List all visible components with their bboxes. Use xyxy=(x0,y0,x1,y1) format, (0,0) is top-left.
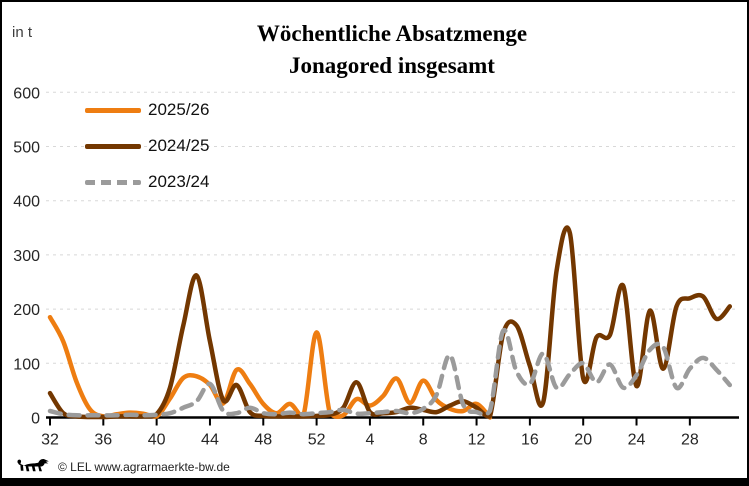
footer: © LEL www.agrarmaerkte-bw.de xyxy=(16,457,230,476)
x-axis-tick-label: 36 xyxy=(94,432,112,449)
x-axis-tick-label: 28 xyxy=(681,432,699,449)
footer-copyright: © LEL www.agrarmaerkte-bw.de xyxy=(58,459,230,474)
legend-item-2025-26: 2025/26 xyxy=(85,92,209,128)
series-line-2023-24 xyxy=(47,328,733,418)
legend-item-2024-25: 2024/25 xyxy=(85,128,209,164)
x-axis-tick-label: 48 xyxy=(254,432,272,449)
y-axis-tick-label: 600 xyxy=(13,85,40,102)
x-axis-tick-label: 4 xyxy=(365,432,374,449)
x-axis-tick-label: 12 xyxy=(468,432,486,449)
y-axis-tick-label: 200 xyxy=(13,302,40,319)
x-axis-tick-label: 16 xyxy=(521,432,539,449)
series-line-2025-26 xyxy=(47,314,493,420)
legend-swatch-solid-orange xyxy=(85,107,141,113)
legend-label: 2024/25 xyxy=(148,136,210,155)
y-axis-tick-label: 100 xyxy=(13,356,40,373)
y-axis-tick-label: 300 xyxy=(13,248,40,265)
x-axis-tick-label: 8 xyxy=(419,432,428,449)
series-line-2024-25 xyxy=(47,225,733,420)
y-axis-tick-label: 500 xyxy=(13,140,40,157)
x-axis-tick-label: 24 xyxy=(628,432,646,449)
x-axis-tick-label: 20 xyxy=(574,432,592,449)
chart-title: Wöchentliche Absatzmenge Jonagored insge… xyxy=(57,18,727,82)
legend-label: 2025/26 xyxy=(148,100,210,119)
bw-lion-logo-icon xyxy=(17,459,49,472)
y-axis-tick-label: 0 xyxy=(31,411,40,428)
chart-title-line1: Wöchentliche Absatzmenge xyxy=(256,21,528,46)
x-axis-tick-label: 40 xyxy=(148,432,166,449)
legend-swatch-solid-brown xyxy=(85,143,141,149)
chart-legend: 2025/26 2024/25 2023/24 xyxy=(85,92,209,200)
chart-title-line2: Jonagored insgesamt xyxy=(289,53,495,78)
legend-label: 2023/24 xyxy=(148,172,210,191)
legend-item-2023-24: 2023/24 xyxy=(85,164,209,200)
x-axis-tick-label: 32 xyxy=(41,432,59,449)
y-axis-tick-label: 400 xyxy=(13,194,40,211)
y-axis-unit-label: in t xyxy=(12,24,33,41)
bottom-black-bar xyxy=(2,478,747,484)
x-axis-tick-label: 44 xyxy=(201,432,219,449)
legend-swatch-dashed-gray xyxy=(85,179,141,185)
x-axis-tick-label: 52 xyxy=(308,432,326,449)
